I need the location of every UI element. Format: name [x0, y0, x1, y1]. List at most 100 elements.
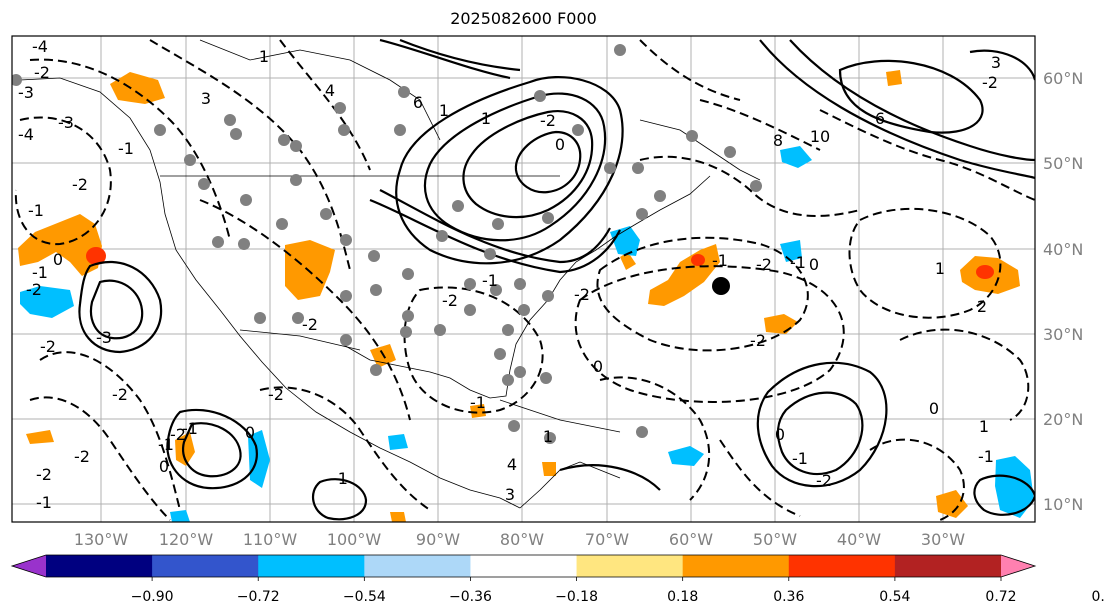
- obs-marker: [320, 208, 332, 220]
- contour-label: -3: [18, 83, 34, 102]
- latitude-label: 20°N: [1043, 410, 1083, 429]
- contour-solid-south: [559, 464, 661, 491]
- obs-marker: [484, 248, 496, 260]
- obs-marker: [402, 268, 414, 280]
- colorbar-tick-label: 0.72: [985, 589, 1016, 605]
- contour-solid-atlantic-low: [756, 361, 888, 488]
- contour-label: -2: [302, 315, 318, 334]
- coastline-pacific: [19, 77, 521, 509]
- obs-marker: [750, 180, 762, 192]
- contour-label: -1: [158, 435, 174, 454]
- contour-label: 10: [810, 127, 830, 146]
- contour-label: 0: [245, 423, 255, 442]
- contour-label: -2: [74, 447, 90, 466]
- obs-marker: [502, 324, 514, 336]
- contour-label: 3: [505, 485, 515, 504]
- observation-markers: [12, 44, 762, 444]
- shading-red-atlantic: [691, 254, 705, 266]
- shading-blue-se: [995, 456, 1034, 518]
- contour-label: 0: [775, 425, 785, 444]
- contour-label: -2: [540, 111, 556, 130]
- map-panel: -4-2-3-4-3-1-2-10-1-2-2 -3-2-1-2-10-2-2-1…: [11, 35, 1036, 523]
- contour-solid-pacific-high: [78, 260, 163, 354]
- colorbar-tick-label: −0.18: [555, 589, 598, 605]
- contour-label: 0: [555, 135, 565, 154]
- shading-blue-central-america: [388, 434, 408, 450]
- obs-marker: [290, 174, 302, 186]
- map-title: 2025082600 F000: [450, 9, 597, 28]
- shading-blue-w-coast: [20, 286, 74, 318]
- colorbar-extend-high: [1001, 555, 1035, 577]
- longitude-label: 110°W: [243, 530, 298, 549]
- obs-marker: [238, 238, 250, 250]
- contour-label: -2: [982, 73, 998, 92]
- contour-solid-ring-1: [395, 75, 624, 265]
- obs-marker: [654, 190, 666, 202]
- obs-marker: [340, 234, 352, 246]
- obs-marker: [436, 230, 448, 242]
- obs-marker: [534, 90, 546, 102]
- longitude-label: 100°W: [327, 530, 382, 549]
- longitude-label: 80°W: [500, 530, 544, 549]
- obs-marker: [452, 200, 464, 212]
- latitude-labels: 60°N 50°N 40°N 30°N 20°N 10°N: [1043, 69, 1083, 514]
- obs-marker: [636, 426, 648, 438]
- obs-marker: [340, 290, 352, 302]
- longitude-label: 90°W: [416, 530, 460, 549]
- contour-label: -1: [28, 201, 44, 220]
- contour-label: 6: [875, 109, 885, 128]
- contour-label: 2: [977, 297, 987, 316]
- contour-solid-north-2: [399, 38, 521, 72]
- obs-marker: [340, 334, 352, 346]
- colorbar-segment: [894, 555, 1002, 577]
- contour-label: -2: [36, 465, 52, 484]
- contour-label: 1: [935, 259, 945, 278]
- contour-dashed-gulf: [403, 286, 544, 414]
- colorbar-tick-label: −0.54: [343, 589, 386, 605]
- contour-label: -1: [32, 263, 48, 282]
- obs-marker: [240, 194, 252, 206]
- shading-orange-ne: [886, 70, 902, 86]
- shading-blue-pacific: [248, 430, 270, 488]
- contour-dashed-ne: [819, 109, 1035, 201]
- contour-dashed-atlantic-2: [574, 265, 845, 403]
- longitude-label: 50°W: [753, 530, 797, 549]
- obs-marker: [400, 326, 412, 338]
- contour-label: -3: [96, 328, 112, 347]
- contour-label: -2: [442, 291, 458, 310]
- colorbar-tick-label: −0.72: [237, 589, 280, 605]
- storm-position-marker: [712, 277, 730, 295]
- obs-marker: [370, 284, 382, 296]
- shading-blue-mid-atlantic: [780, 240, 802, 262]
- coastline-atlantic-gulf: [341, 175, 711, 399]
- contour-dashed-west-2: [279, 39, 371, 171]
- obs-marker: [464, 278, 476, 290]
- coastline-south-america: [519, 461, 621, 509]
- contour-solid-north-1: [379, 38, 511, 80]
- contour-dashed-sw-2: [29, 396, 171, 521]
- contour-label: -2: [72, 175, 88, 194]
- contour-solid-pacific-low: [166, 408, 258, 490]
- obs-marker: [572, 124, 584, 136]
- colorbar-segment: [576, 555, 684, 577]
- obs-marker: [198, 178, 210, 190]
- coastlines: [19, 39, 761, 509]
- contour-label: -4: [18, 125, 34, 144]
- obs-marker: [434, 324, 446, 336]
- contour-label: -1: [482, 271, 498, 290]
- contour-label: -1: [792, 449, 808, 468]
- contour-label: -1: [790, 253, 806, 272]
- obs-marker: [508, 420, 520, 432]
- latitude-label: 40°N: [1043, 240, 1083, 259]
- contour-dashed-east-2: [899, 328, 1030, 421]
- coastline-north: [199, 39, 441, 141]
- colorbar-tick-label: 0.36: [773, 589, 804, 605]
- shading-orange-small: [620, 252, 636, 270]
- contour-label: -1: [36, 493, 52, 512]
- latitude-label: 50°N: [1043, 154, 1083, 173]
- contour-solid-ne-2: [789, 39, 1035, 162]
- contour-dashed-east: [848, 207, 1002, 319]
- contour-solid-pacific-high-inner: [89, 279, 144, 340]
- obs-marker: [614, 44, 626, 56]
